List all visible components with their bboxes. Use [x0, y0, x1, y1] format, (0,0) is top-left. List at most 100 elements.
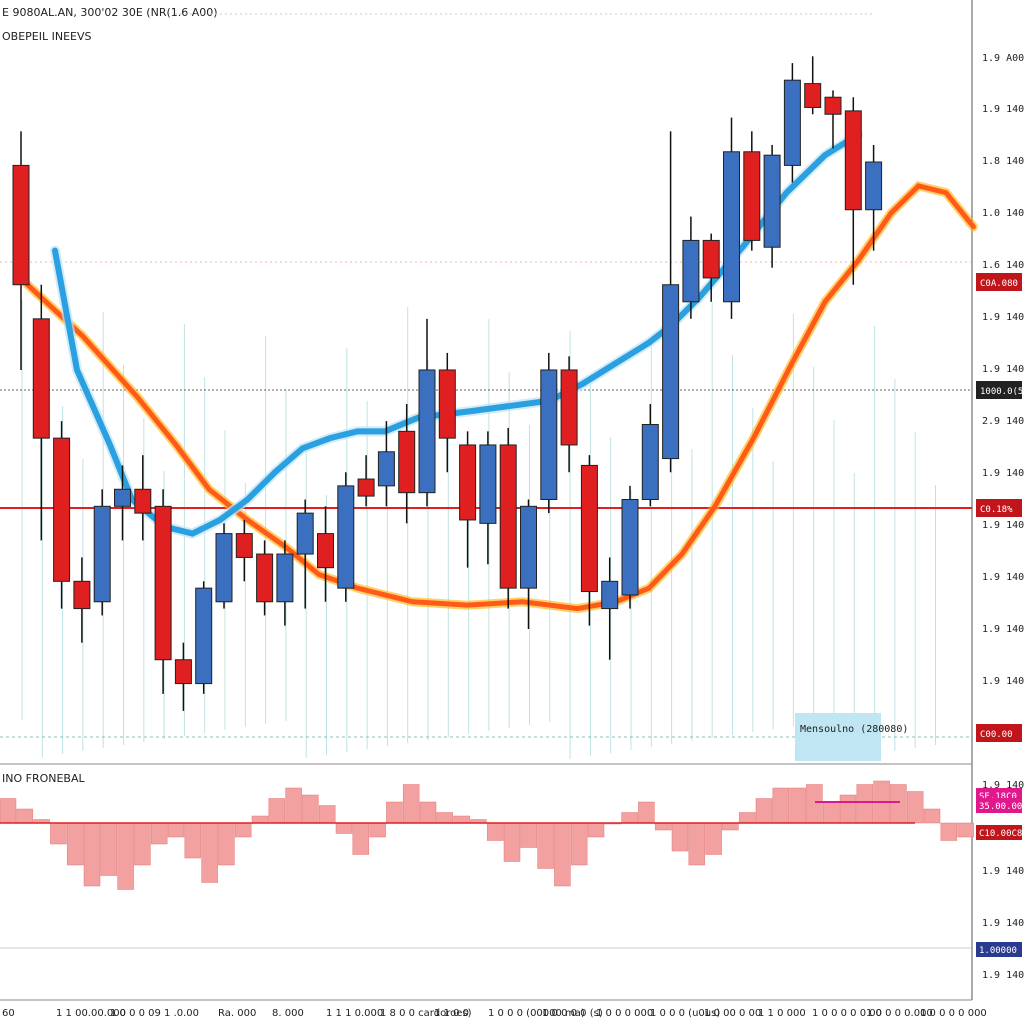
candle-body	[276, 553, 294, 603]
price-axis-label: 1.9 1400	[982, 104, 1024, 115]
histogram-bar	[906, 791, 924, 824]
candle-body	[134, 488, 152, 514]
time-axis-label: 1 0 0 0 09	[110, 1008, 161, 1019]
time-axis-label: 1 1 1 0.000	[326, 1008, 383, 1019]
price-axis-label: 1.9 1400	[982, 676, 1024, 687]
candle-body	[438, 369, 456, 439]
histogram-bar	[184, 822, 202, 859]
histogram-bar	[234, 822, 252, 838]
price-axis-label: 2.9 1400	[982, 416, 1024, 427]
price-axis-label: 1.9 A00	[982, 53, 1024, 64]
symbol-header: E 9080AL.AN, 300'02 30E (NR(1.6 A00)	[2, 6, 218, 19]
histogram-bar	[940, 822, 958, 841]
sub-tag	[976, 942, 1022, 957]
histogram-bar	[268, 798, 286, 824]
time-axis-label: 1 0 00 0 00	[704, 1008, 761, 1019]
histogram-bar	[486, 822, 504, 841]
histogram-bar	[318, 805, 336, 824]
price-tags: C0A.080 1000.0(59) C0.18% C00.00 SE.18C035.0…	[976, 273, 1024, 957]
price-axis-label: 1.0 1400	[982, 208, 1024, 219]
histogram-bar	[554, 822, 571, 887]
histogram-bar	[66, 822, 84, 866]
candle-body	[154, 505, 172, 661]
time-axis-label: 60	[2, 1008, 15, 1019]
candle-body	[723, 151, 740, 303]
price-tag	[976, 499, 1022, 517]
indicator-header: OBEPEIL INEEVS	[2, 30, 92, 43]
histogram-bar	[386, 801, 403, 824]
histogram-bar	[671, 822, 689, 852]
candle-body	[783, 79, 801, 166]
info-box: Mensoulno (280080)	[795, 713, 908, 761]
time-axis-label: 1 0 0 0 0 (s)	[542, 1008, 603, 1019]
candle-body	[540, 369, 558, 501]
histogram-bar	[16, 808, 34, 824]
candle-body	[499, 444, 517, 589]
histogram-bar	[537, 822, 554, 869]
time-axis-label: 1 0 0 0 0.000	[866, 1008, 933, 1019]
histogram-bar	[822, 801, 840, 824]
candle-body	[479, 444, 497, 524]
sub-tag-label: 35.00.00	[979, 802, 1022, 812]
histogram-bar	[218, 822, 235, 866]
time-axis-label: 1 8 0 0 cardoroes)	[380, 1008, 472, 1019]
price-tag-label: 1000.0(59)	[980, 387, 1024, 397]
price-axis-label: 1.9 1400	[982, 312, 1024, 323]
histogram-bar	[755, 798, 773, 824]
candle-body	[824, 96, 842, 115]
histogram-bar	[335, 822, 353, 834]
histogram-bar	[134, 822, 151, 866]
candle-body	[520, 505, 537, 589]
sub-tag-label: C10.00C8	[979, 829, 1022, 839]
sub-axis-label: 1.9 1400	[982, 780, 1024, 791]
candle-body	[195, 587, 213, 685]
histogram-bar	[419, 801, 437, 824]
candle-body	[53, 437, 71, 582]
candle-body	[621, 499, 639, 596]
histogram-bar	[0, 798, 17, 824]
histogram-bar	[100, 822, 118, 876]
histogram-bar	[402, 784, 420, 824]
candle-body	[418, 369, 436, 494]
price-tag	[976, 724, 1022, 742]
candle-body	[215, 533, 233, 603]
candle-body	[174, 659, 192, 685]
price-axis-label: 1.9 1400	[982, 520, 1024, 531]
candle-body	[337, 485, 355, 589]
candle-body	[459, 444, 477, 521]
histogram-bar	[453, 815, 470, 824]
candle-body	[357, 478, 375, 497]
histogram-bar	[957, 822, 974, 838]
price-axis-label: 1.9 1400	[982, 572, 1024, 583]
candle-body	[743, 151, 761, 241]
histogram-bar	[789, 787, 806, 824]
price-tag-label: C0A.080	[980, 279, 1018, 289]
candle-body	[662, 284, 680, 460]
histogram-bar	[738, 812, 756, 824]
time-axis-label: 1 .0.00	[164, 1008, 199, 1019]
histogram-bar	[285, 787, 302, 824]
histogram-bar	[570, 822, 588, 866]
histogram-bar	[201, 822, 218, 883]
time-axis-label: Ra. 000	[218, 1008, 256, 1019]
price-axis-label: 1.8 1400	[982, 156, 1024, 167]
histogram-bar	[923, 808, 941, 824]
candle-body	[256, 553, 274, 603]
histogram-bar	[251, 815, 269, 824]
candle-body	[641, 424, 659, 500]
time-axis-label: 1 0 0 0 0 0 00	[812, 1008, 882, 1019]
candle-body	[377, 451, 395, 487]
candle-body	[73, 580, 91, 610]
histogram-bar	[621, 812, 638, 824]
histogram-bar	[856, 784, 874, 824]
time-axis-label: 1 1 0 0	[434, 1008, 469, 1019]
histogram-bar	[705, 822, 722, 855]
info-box-label: Mensoulno (280080)	[800, 724, 908, 735]
candle-body	[682, 239, 700, 303]
histogram-bar	[150, 822, 168, 845]
time-axis-label: 1 0 0 0 000	[596, 1008, 653, 1019]
sub-tag-label: 1.00000	[979, 946, 1017, 956]
histogram-bar	[839, 794, 857, 824]
candle-body	[844, 110, 862, 211]
